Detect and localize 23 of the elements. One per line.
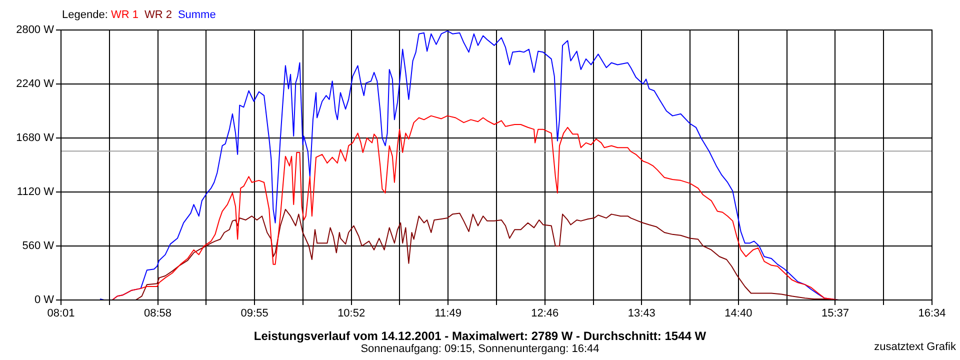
x-tick-label: 10:52 — [338, 308, 366, 320]
x-tick-label: 08:58 — [144, 308, 172, 320]
y-tick-label: 1680 W — [16, 132, 55, 144]
x-tick-label: 13:43 — [628, 308, 656, 320]
x-tick-label: 08:01 — [47, 308, 75, 320]
x-tick-label: 12:46 — [531, 308, 559, 320]
legend-title: Legende: — [62, 9, 109, 21]
text: Summe — [178, 9, 216, 21]
x-tick-label: 15:37 — [821, 308, 849, 320]
text: WR 2 — [144, 9, 172, 21]
text: WR 1 — [110, 9, 138, 21]
y-tick-label: 2240 W — [16, 78, 55, 90]
x-tick-label: 09:55 — [240, 308, 268, 320]
y-tick-label: 0 W — [34, 294, 55, 306]
y-tick-label: 560 W — [22, 240, 55, 252]
y-tick-label: 2800 W — [16, 24, 55, 36]
x-tick-label: 16:34 — [918, 308, 946, 320]
text: Sonnenaufgang: 09:15, Sonnenuntergang: 16:44 — [360, 343, 600, 355]
text: zusatztext Grafik — [874, 341, 956, 354]
x-tick-label: 11:49 — [434, 308, 462, 320]
y-tick-label: 1120 W — [16, 186, 55, 198]
text: Leistungsverlauf vom 14.12.2001 - Maximalwert: 2789 W - Durchschnitt: 1544 W — [254, 329, 706, 343]
x-tick-label: 14:40 — [724, 308, 752, 320]
